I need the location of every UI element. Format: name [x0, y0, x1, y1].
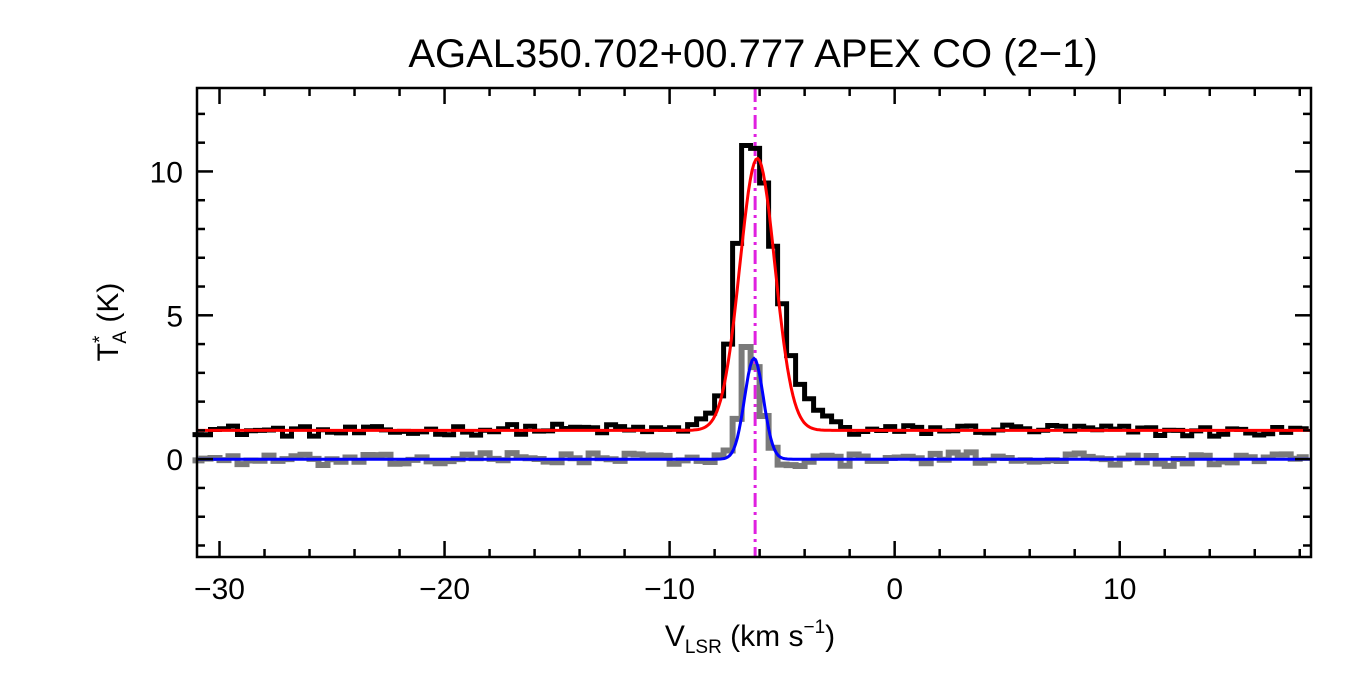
y-axis-label: T*A (K): [90, 283, 131, 362]
x-axis-label-subscript: LSR: [685, 637, 722, 658]
x-axis-label-unit-close: ): [825, 620, 835, 653]
y-axis-label-main: T: [92, 343, 125, 361]
y-axis-label-superscript: *: [90, 335, 111, 343]
y-tick-label: 10: [150, 156, 183, 189]
x-axis-label-unit-superscript: −1: [803, 617, 825, 638]
plot-area: −30 −20 −10 0 10 0 5 10: [150, 86, 1313, 606]
y-tick-label: 5: [166, 300, 183, 333]
chart-title: AGAL350.702+00.777 APEX CO (2−1): [408, 32, 1097, 76]
plot-frame: [195, 86, 1313, 559]
x-tick-label: 10: [1103, 573, 1136, 606]
y-axis-label-unit: (K): [92, 283, 125, 331]
y-axis-label-subscript: A: [110, 331, 131, 344]
x-tick-label: −20: [419, 573, 470, 606]
x-axis-label: VLSR (km s−1): [665, 617, 835, 658]
x-tick-label: −10: [644, 573, 695, 606]
spectrum-black-step: [192, 143, 1309, 439]
x-tick-label: 0: [886, 573, 903, 606]
x-tick-label: −30: [194, 573, 245, 606]
fit-blue-gaussian: [197, 356, 1311, 461]
fit-red-gaussian: [197, 156, 1311, 432]
x-axis-label-unit-open: (km s: [722, 620, 804, 653]
y-tick-label: 0: [166, 444, 183, 477]
x-axis-label-main: V: [665, 620, 685, 653]
